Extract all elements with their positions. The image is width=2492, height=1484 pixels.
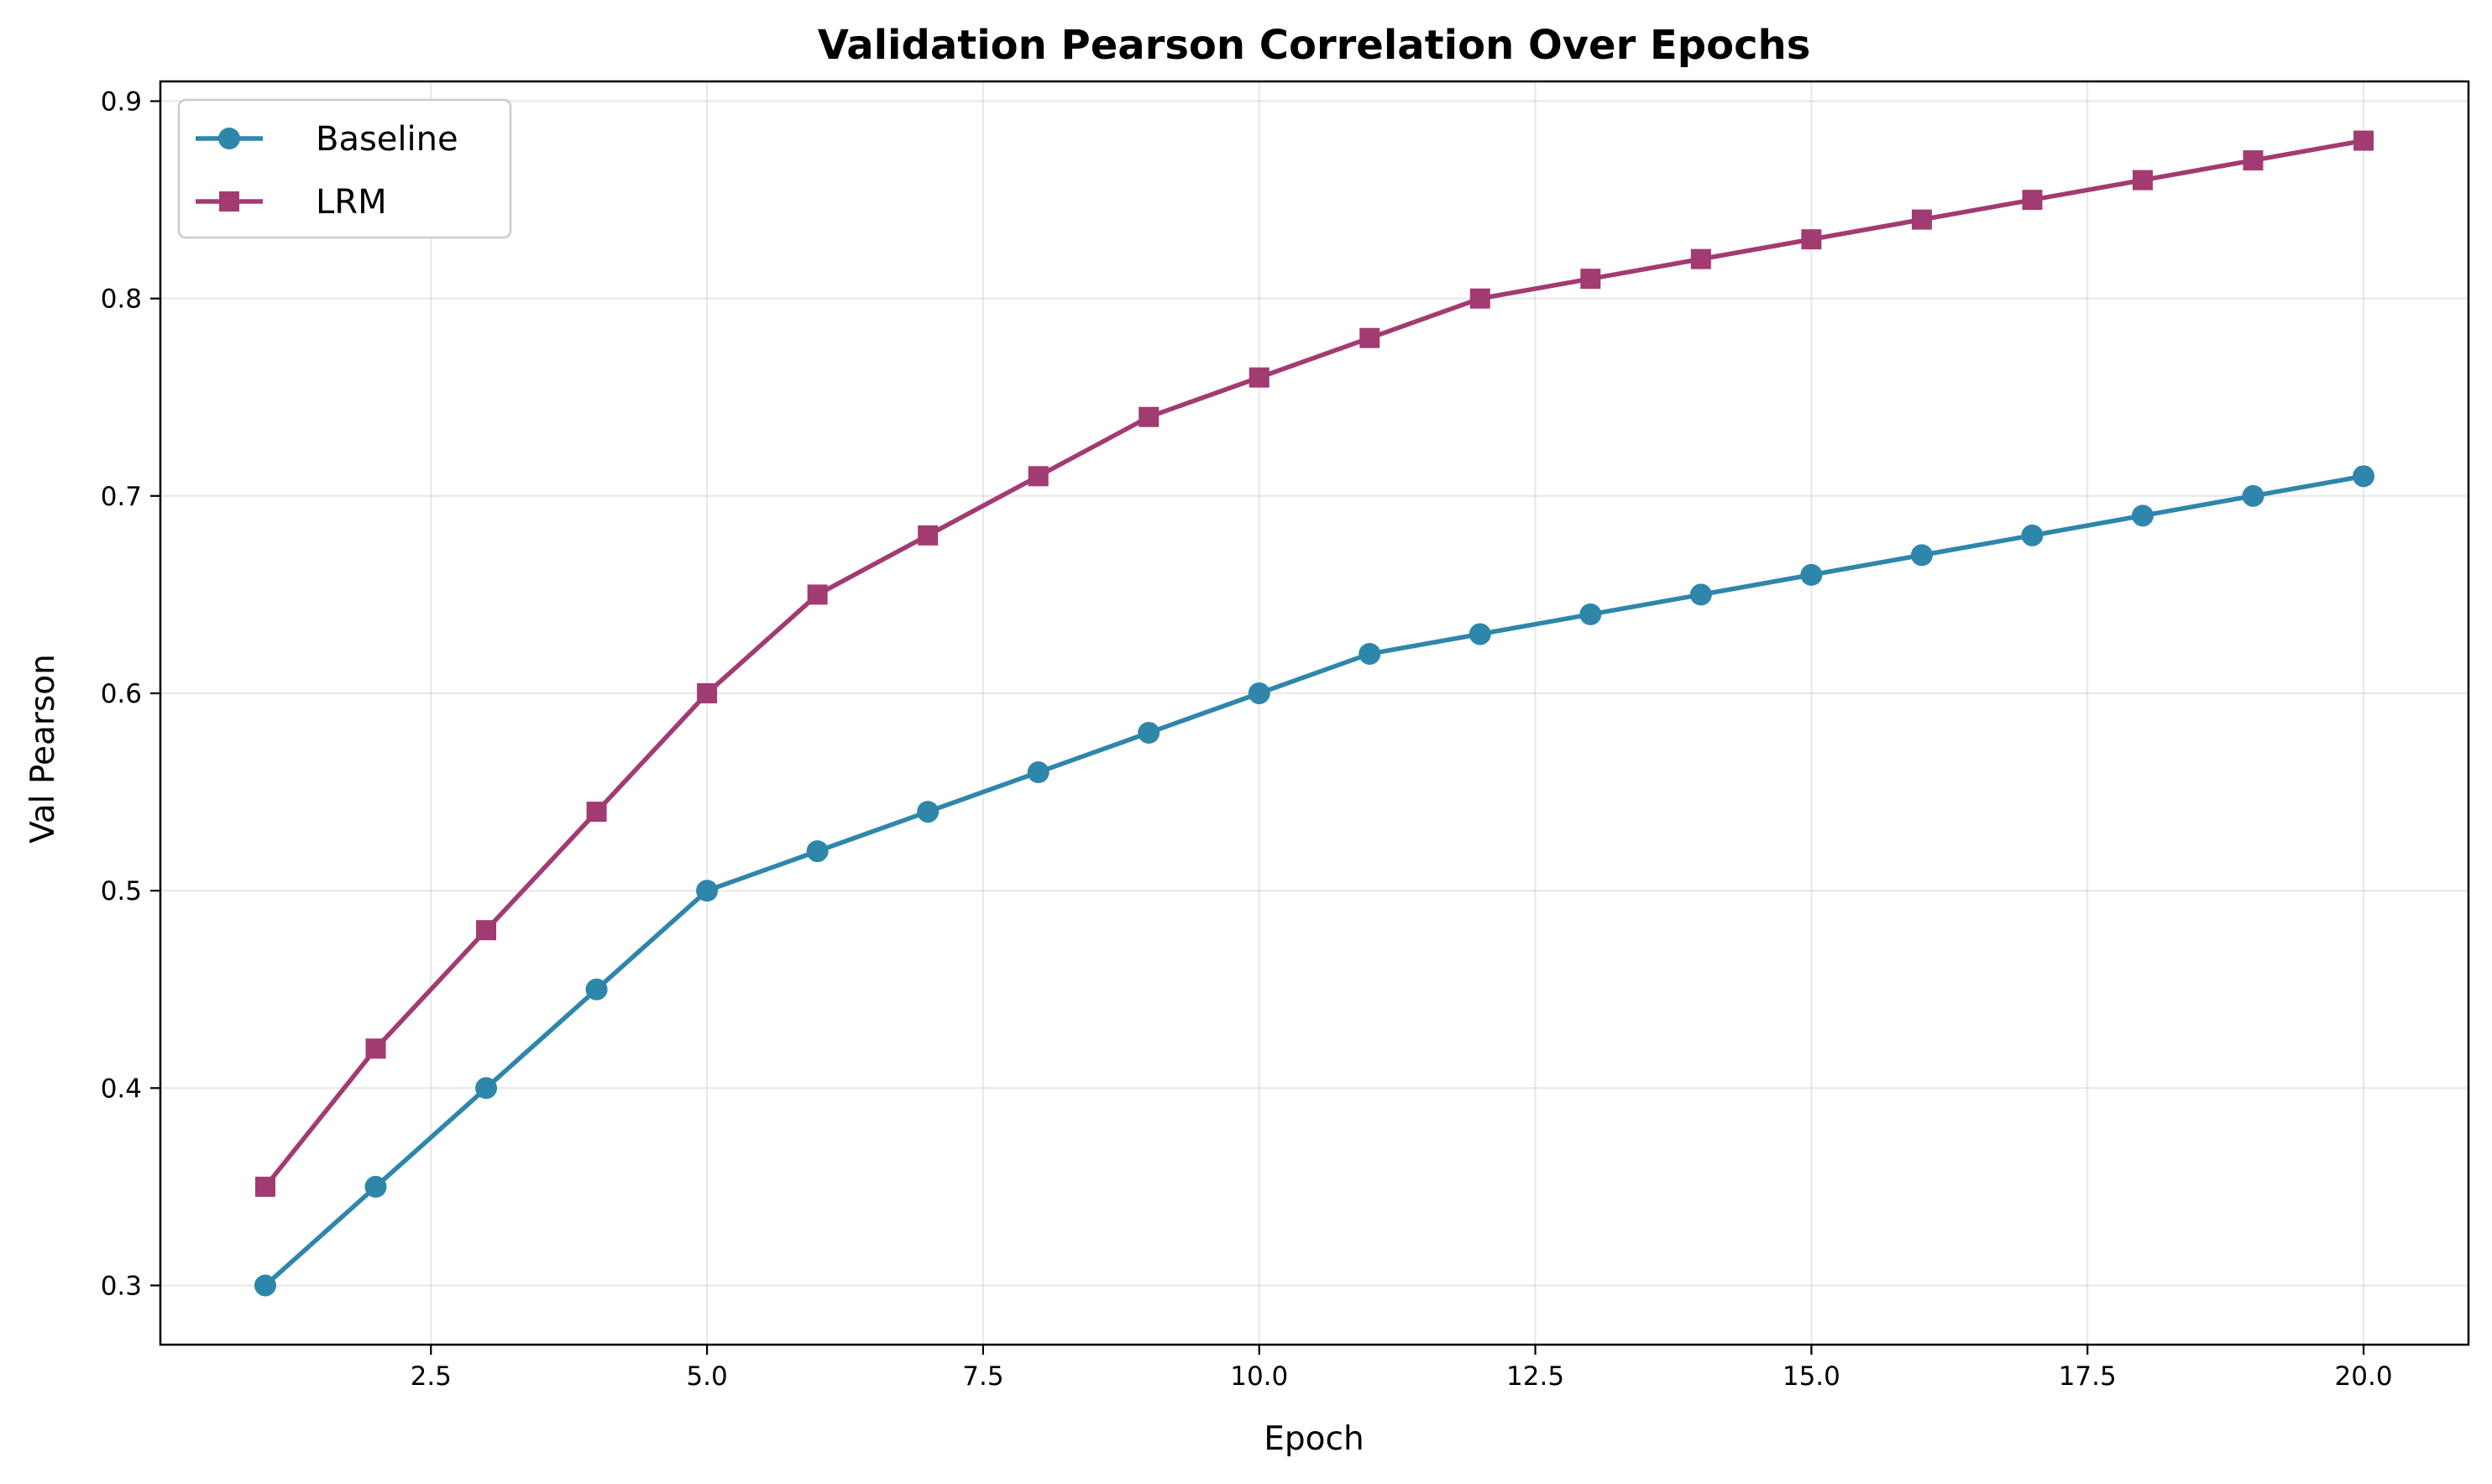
y-tick-label: 0.5 bbox=[101, 876, 142, 907]
data-point bbox=[1800, 563, 1823, 586]
data-point bbox=[2132, 170, 2153, 191]
y-axis: 0.3 0.4 0.5 0.6 0.7 0.8 0.9 bbox=[101, 87, 160, 1301]
data-point bbox=[696, 880, 719, 902]
data-point bbox=[1249, 367, 1270, 388]
grid bbox=[160, 81, 2468, 1345]
y-tick-label: 0.3 bbox=[101, 1271, 142, 1301]
data-point bbox=[476, 920, 497, 941]
y-tick-label: 0.8 bbox=[101, 285, 142, 315]
data-point bbox=[586, 802, 607, 823]
x-tick-label: 5.0 bbox=[686, 1361, 727, 1392]
data-point bbox=[806, 840, 829, 863]
data-point bbox=[2353, 130, 2374, 151]
chart-title: Validation Pearson Correlation Over Epoc… bbox=[818, 22, 1811, 69]
data-point bbox=[2022, 190, 2043, 211]
x-tick-label: 15.0 bbox=[1783, 1361, 1840, 1392]
series-baseline bbox=[254, 465, 2375, 1297]
data-point bbox=[475, 1077, 498, 1100]
data-point bbox=[2353, 465, 2375, 488]
data-point bbox=[1138, 722, 1160, 745]
data-point bbox=[254, 1274, 276, 1297]
data-point bbox=[1689, 583, 1712, 606]
data-point bbox=[1910, 544, 1933, 567]
x-tick-label: 17.5 bbox=[2059, 1361, 2117, 1392]
legend-item-baseline: Baseline bbox=[196, 120, 458, 159]
legend: Baseline LRM bbox=[177, 98, 512, 239]
x-tick-label: 20.0 bbox=[2335, 1361, 2393, 1392]
data-point bbox=[2021, 524, 2044, 546]
data-point bbox=[254, 1176, 275, 1197]
data-point bbox=[2131, 504, 2154, 527]
data-point bbox=[585, 978, 608, 1001]
data-point bbox=[1139, 406, 1160, 427]
data-point bbox=[1248, 682, 1270, 704]
series-lrm bbox=[254, 130, 2374, 1197]
data-point bbox=[1027, 761, 1050, 784]
legend-label: LRM bbox=[316, 183, 387, 222]
data-point bbox=[1469, 288, 1490, 309]
data-point bbox=[2243, 150, 2264, 171]
y-tick-label: 0.4 bbox=[101, 1074, 142, 1104]
data-point bbox=[218, 128, 240, 149]
x-axis: 2.5 5.0 7.5 10.0 12.5 15.0 17.5 20.0 bbox=[411, 1345, 2393, 1392]
data-point bbox=[1690, 248, 1711, 269]
data-point bbox=[2242, 484, 2264, 507]
data-point bbox=[1468, 623, 1491, 645]
legend-item-lrm: LRM bbox=[196, 183, 387, 222]
data-point bbox=[364, 1175, 387, 1198]
x-axis-title: Epoch bbox=[1264, 1420, 1364, 1458]
plot-frame bbox=[159, 80, 2470, 1346]
y-tick-label: 0.7 bbox=[101, 482, 142, 512]
data-point bbox=[697, 682, 718, 703]
data-point bbox=[807, 584, 828, 605]
series-layer bbox=[254, 130, 2375, 1297]
x-tick-label: 2.5 bbox=[411, 1361, 452, 1392]
data-point bbox=[1580, 269, 1601, 290]
legend-label: Baseline bbox=[316, 120, 458, 159]
data-point bbox=[1028, 466, 1049, 487]
y-axis-title: Val Pearson bbox=[24, 654, 62, 844]
data-point bbox=[365, 1038, 386, 1059]
data-point bbox=[1911, 209, 1932, 230]
data-point bbox=[1579, 603, 1602, 625]
y-tick-label: 0.6 bbox=[101, 679, 142, 709]
data-point bbox=[918, 525, 939, 546]
x-tick-label: 7.5 bbox=[962, 1361, 1003, 1392]
data-point bbox=[917, 801, 940, 823]
x-tick-label: 10.0 bbox=[1230, 1361, 1288, 1392]
x-tick-label: 12.5 bbox=[1506, 1361, 1564, 1392]
data-point bbox=[1359, 642, 1381, 665]
data-point bbox=[1801, 229, 1822, 250]
series-line bbox=[263, 138, 2366, 1189]
data-point bbox=[1359, 327, 1380, 348]
y-tick-label: 0.9 bbox=[101, 87, 142, 118]
series-line bbox=[263, 473, 2366, 1288]
data-point bbox=[219, 191, 239, 212]
